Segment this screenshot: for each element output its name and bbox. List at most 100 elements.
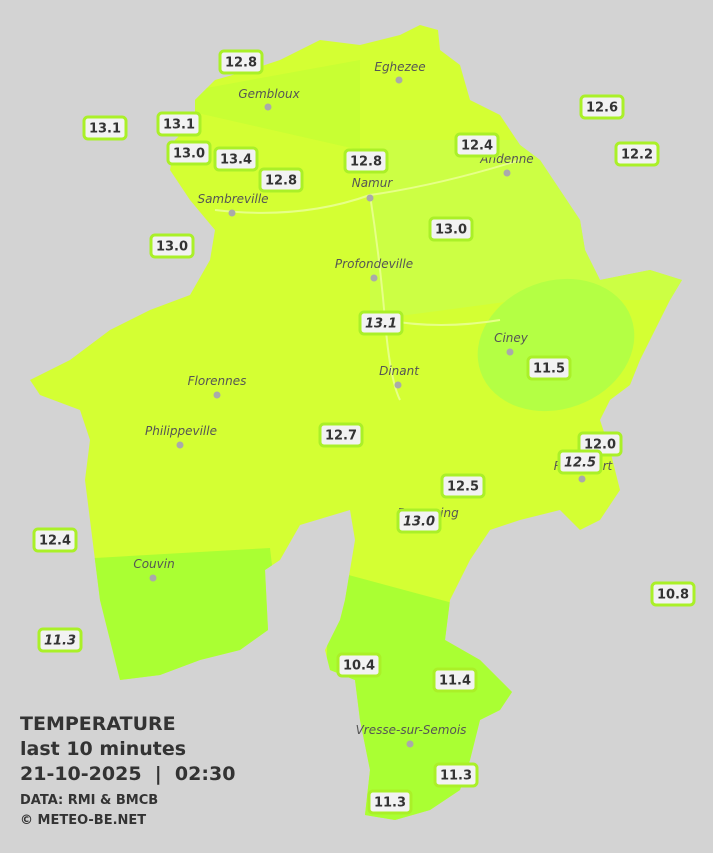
station-value: 12.4 [461, 139, 493, 154]
station-value: 13.1 [163, 118, 195, 133]
station-box [358, 310, 404, 336]
station-value: 13.1 [89, 122, 121, 137]
station: 13.1 [82, 115, 128, 141]
city-label: Namur [352, 176, 394, 190]
station-box [650, 581, 696, 607]
station-value: 12.5 [447, 480, 479, 495]
city-label: Philippeville [145, 424, 217, 438]
station: 13.4 [213, 146, 259, 172]
station-box [367, 789, 413, 815]
station-value: 12.0 [584, 438, 616, 453]
station-box [614, 141, 660, 167]
station: 12.8 [218, 49, 264, 75]
station-value: 13.0 [435, 223, 467, 238]
station: 12.4 [32, 527, 78, 553]
station: 11.3 [433, 762, 479, 788]
city-label: Profondeville [335, 257, 413, 271]
station-box [32, 527, 78, 553]
station: 12.8 [258, 167, 304, 193]
city-dot [503, 169, 511, 177]
station-value: 12.8 [350, 155, 382, 170]
station: 11.4 [432, 667, 478, 693]
station: 10.8 [650, 581, 696, 607]
legend-title: TEMPERATURE [20, 713, 176, 735]
station: 13.1 [358, 310, 404, 336]
city-label: Florennes [188, 374, 247, 388]
station-value: 13.0 [156, 240, 188, 255]
city-dot [228, 209, 236, 217]
station-value: 11.4 [439, 674, 471, 689]
station-value: 13.1 [365, 317, 397, 332]
station: 12.2 [614, 141, 660, 167]
station-value: 12.8 [225, 56, 257, 71]
ciney-zone [477, 278, 635, 412]
station-value: 13.0 [173, 147, 205, 162]
station: 11.5 [526, 355, 572, 381]
station: 13.0 [396, 508, 442, 534]
station: 11.3 [37, 627, 83, 653]
station-value: 12.4 [39, 534, 71, 549]
station: 12.4 [454, 132, 500, 158]
city-dot [213, 391, 221, 399]
station-value: 11.3 [374, 796, 406, 811]
stations: 12.8 13.1 13.1 13.0 13.4 12.8 12.8 12.4 12.6 12.2… [32, 49, 696, 815]
station-value: 10.4 [343, 659, 375, 674]
city-dot [264, 103, 272, 111]
station-value: 12.8 [265, 174, 297, 189]
legend-datetime: 21-10-2025 | 02:30 [20, 763, 235, 785]
city-dot [394, 381, 402, 389]
station-box [432, 667, 478, 693]
city-dot [176, 441, 184, 449]
station: 12.8 [343, 148, 389, 174]
station-value: 11.3 [44, 634, 76, 649]
station: 12.6 [579, 94, 625, 120]
station-box [440, 473, 486, 499]
station-box [433, 762, 479, 788]
station-box [156, 111, 202, 137]
city-dot [506, 348, 514, 356]
station-box [318, 422, 364, 448]
city-label: Eghezee [374, 60, 425, 74]
city-label: Ciney [494, 331, 529, 345]
station-box [37, 627, 83, 653]
legend-source: DATA: RMI & BMCB [20, 793, 158, 808]
station-value: 12.5 [564, 456, 596, 471]
station-value: 12.7 [325, 429, 357, 444]
station-value: 13.0 [403, 515, 435, 530]
city-dot [406, 740, 414, 748]
city-dot [149, 574, 157, 582]
city-dot [370, 274, 378, 282]
city-label: Sambreville [197, 192, 268, 206]
station-value: 13.4 [220, 153, 252, 168]
station-box [579, 94, 625, 120]
station-box [454, 132, 500, 158]
legend-period: last 10 minutes [20, 738, 186, 760]
station-box [557, 449, 603, 475]
legend-credit: © METEO-BE.NET [20, 813, 146, 828]
station-box [258, 167, 304, 193]
station-value: 11.5 [533, 362, 565, 377]
cities: EghezeeGemblouxAndenneNamurSambrevillePr… [133, 60, 614, 748]
city-label: Vresse-sur-Semois [356, 723, 467, 737]
city-dot [366, 194, 374, 202]
station: 13.0 [428, 216, 474, 242]
station-box [396, 508, 442, 534]
city-label: Couvin [133, 557, 174, 571]
station: 13.0 [166, 140, 212, 166]
station-value: 12.6 [586, 101, 618, 116]
station-value: 11.3 [440, 769, 472, 784]
city-label: Dinant [379, 364, 420, 378]
station-box [82, 115, 128, 141]
station: 10.4 [336, 652, 382, 678]
north-zone [140, 60, 360, 150]
station-box [526, 355, 572, 381]
city-dot [395, 76, 403, 84]
city-label: Gembloux [238, 87, 300, 101]
station-box [218, 49, 264, 75]
station: 11.3 [367, 789, 413, 815]
station-box [336, 652, 382, 678]
station: 12.7 [318, 422, 364, 448]
station: 12.5 [440, 473, 486, 499]
station-value: 10.8 [657, 588, 689, 603]
